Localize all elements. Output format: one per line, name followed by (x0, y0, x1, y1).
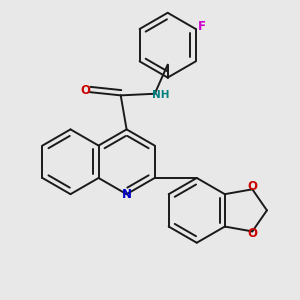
Text: F: F (198, 20, 206, 33)
Text: N: N (122, 188, 132, 201)
Text: NH: NH (152, 90, 170, 100)
Text: O: O (247, 181, 257, 194)
Text: O: O (247, 227, 257, 240)
Text: O: O (80, 84, 90, 97)
